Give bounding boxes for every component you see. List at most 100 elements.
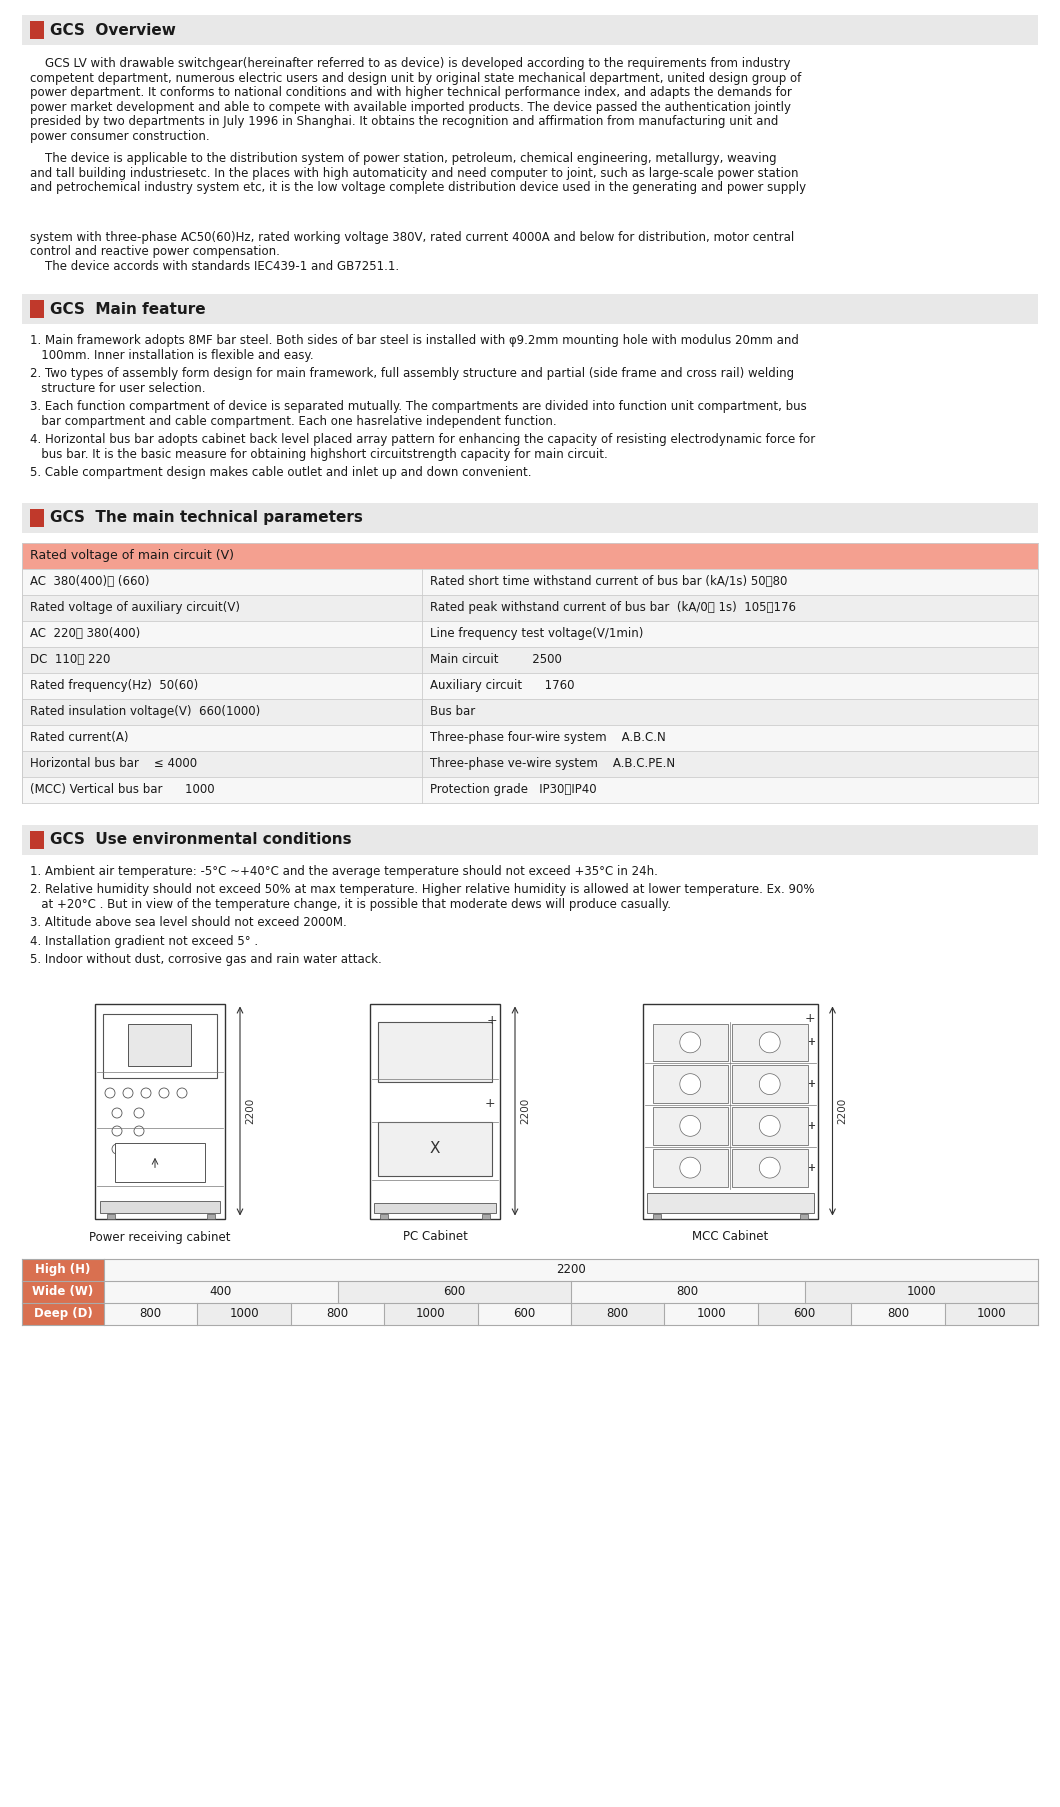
Bar xyxy=(95,1003,225,1218)
Circle shape xyxy=(679,1156,701,1178)
Circle shape xyxy=(134,1126,144,1137)
Text: Main circuit         2500: Main circuit 2500 xyxy=(430,652,562,667)
Bar xyxy=(30,508,45,526)
Bar xyxy=(104,1258,1038,1281)
Bar xyxy=(22,1303,104,1325)
Text: 2. Two types of assembly form design for main framework, full assembly structure: 2. Two types of assembly form design for… xyxy=(30,367,794,379)
Text: +: + xyxy=(808,1162,815,1173)
Bar xyxy=(653,1214,660,1218)
Bar xyxy=(732,1066,808,1102)
Text: 2200: 2200 xyxy=(556,1263,586,1276)
Bar xyxy=(22,569,1038,595)
Bar xyxy=(22,1281,104,1303)
Text: AC  380(400)、 (660): AC 380(400)、 (660) xyxy=(30,575,149,587)
Bar xyxy=(653,1149,728,1187)
Bar xyxy=(851,1303,944,1325)
Bar xyxy=(100,1200,220,1212)
Text: +: + xyxy=(805,1012,815,1025)
Bar xyxy=(758,1303,851,1325)
Text: 1000: 1000 xyxy=(417,1306,445,1319)
Circle shape xyxy=(159,1088,169,1099)
Text: 3. Each function compartment of device is separated mutually. The compartments a: 3. Each function compartment of device i… xyxy=(30,399,807,414)
Text: Rated current(A): Rated current(A) xyxy=(30,732,128,744)
Bar xyxy=(732,1108,808,1146)
Bar xyxy=(647,1193,813,1212)
Bar xyxy=(22,1258,104,1281)
Text: +: + xyxy=(808,1162,815,1173)
Text: GCS  Overview: GCS Overview xyxy=(50,22,176,38)
Text: DC  110、 220: DC 110、 220 xyxy=(30,652,110,667)
Text: GCS  Use environmental conditions: GCS Use environmental conditions xyxy=(50,831,352,847)
Text: Auxiliary circuit      1760: Auxiliary circuit 1760 xyxy=(430,679,575,692)
Text: power market development and able to compete with available imported products. T: power market development and able to com… xyxy=(30,101,791,114)
Bar xyxy=(482,1214,490,1218)
Bar xyxy=(384,1303,478,1325)
Bar xyxy=(378,1021,492,1082)
Circle shape xyxy=(105,1088,114,1099)
Circle shape xyxy=(177,1088,187,1099)
Text: Line frequency test voltage(V/1min): Line frequency test voltage(V/1min) xyxy=(430,627,643,640)
Text: 3. Altitude above sea level should not exceed 2000M.: 3. Altitude above sea level should not e… xyxy=(30,916,347,929)
Text: power department. It conforms to national conditions and with higher technical p: power department. It conforms to nationa… xyxy=(30,87,792,99)
Bar xyxy=(478,1303,571,1325)
Text: 1000: 1000 xyxy=(229,1306,259,1319)
Circle shape xyxy=(134,1144,144,1155)
Bar xyxy=(732,1023,808,1061)
Bar xyxy=(128,1025,191,1066)
Text: control and reactive power compensation.: control and reactive power compensation. xyxy=(30,246,280,258)
Text: +: + xyxy=(484,1097,495,1109)
Text: Power receiving cabinet: Power receiving cabinet xyxy=(89,1231,231,1243)
Text: competent department, numerous electric users and design unit by original state : competent department, numerous electric … xyxy=(30,72,801,85)
Bar xyxy=(665,1303,758,1325)
Text: 800: 800 xyxy=(326,1306,349,1319)
Text: 2200: 2200 xyxy=(837,1099,848,1124)
Text: GCS  The main technical parameters: GCS The main technical parameters xyxy=(50,510,363,526)
Text: 1. Ambient air temperature: -5°C ~+40°C and the average temperature should not e: 1. Ambient air temperature: -5°C ~+40°C … xyxy=(30,864,658,878)
Bar xyxy=(571,1281,805,1303)
Text: (MCC) Vertical bus bar      1000: (MCC) Vertical bus bar 1000 xyxy=(30,782,214,797)
Bar xyxy=(732,1149,808,1187)
Text: 1000: 1000 xyxy=(976,1306,1006,1319)
Bar xyxy=(944,1303,1038,1325)
Bar xyxy=(22,699,1038,725)
Text: The device is applicable to the distribution system of power station, petroleum,: The device is applicable to the distribu… xyxy=(30,152,777,164)
Bar xyxy=(374,1202,496,1212)
Text: +: + xyxy=(808,1037,815,1048)
Text: +: + xyxy=(808,1120,815,1131)
Circle shape xyxy=(679,1073,701,1095)
Circle shape xyxy=(112,1126,122,1137)
Text: The device accords with standards IEC439-1 and GB7251.1.: The device accords with standards IEC439… xyxy=(30,260,400,273)
Text: 2200: 2200 xyxy=(245,1099,255,1124)
Text: Rated short time withstand current of bus bar (kA/1s) 50、80: Rated short time withstand current of bu… xyxy=(430,575,788,587)
Text: and tall building industriesetc. In the places with high automaticity and need c: and tall building industriesetc. In the … xyxy=(30,166,798,179)
Bar xyxy=(197,1303,290,1325)
Bar xyxy=(378,1122,492,1176)
Bar xyxy=(22,824,1038,855)
Bar xyxy=(107,1214,114,1218)
Text: Three-phase four-wire system    A.B.C.N: Three-phase four-wire system A.B.C.N xyxy=(430,732,666,744)
Text: Rated frequency(Hz)  50(60): Rated frequency(Hz) 50(60) xyxy=(30,679,198,692)
Text: 800: 800 xyxy=(887,1306,909,1319)
Bar xyxy=(799,1214,808,1218)
Text: 100mm. Inner installation is flexible and easy.: 100mm. Inner installation is flexible an… xyxy=(30,349,314,361)
Bar xyxy=(22,647,1038,672)
Circle shape xyxy=(759,1115,780,1137)
Text: Deep (D): Deep (D) xyxy=(34,1306,92,1319)
Circle shape xyxy=(759,1073,780,1095)
Text: Wide (W): Wide (W) xyxy=(33,1285,93,1297)
Text: 4. Installation gradient not exceed 5° .: 4. Installation gradient not exceed 5° . xyxy=(30,934,259,947)
Circle shape xyxy=(123,1088,132,1099)
Text: 600: 600 xyxy=(443,1285,465,1297)
Bar xyxy=(22,295,1038,323)
Text: MCC Cabinet: MCC Cabinet xyxy=(692,1231,768,1243)
Bar xyxy=(30,831,45,849)
Text: Bus bar: Bus bar xyxy=(430,705,475,717)
Text: 2200: 2200 xyxy=(520,1099,530,1124)
Bar xyxy=(30,300,45,318)
Bar xyxy=(114,1144,205,1182)
Text: 600: 600 xyxy=(793,1306,815,1319)
Bar xyxy=(571,1303,665,1325)
Bar xyxy=(104,1303,197,1325)
Bar xyxy=(22,725,1038,750)
Text: +: + xyxy=(808,1120,815,1131)
